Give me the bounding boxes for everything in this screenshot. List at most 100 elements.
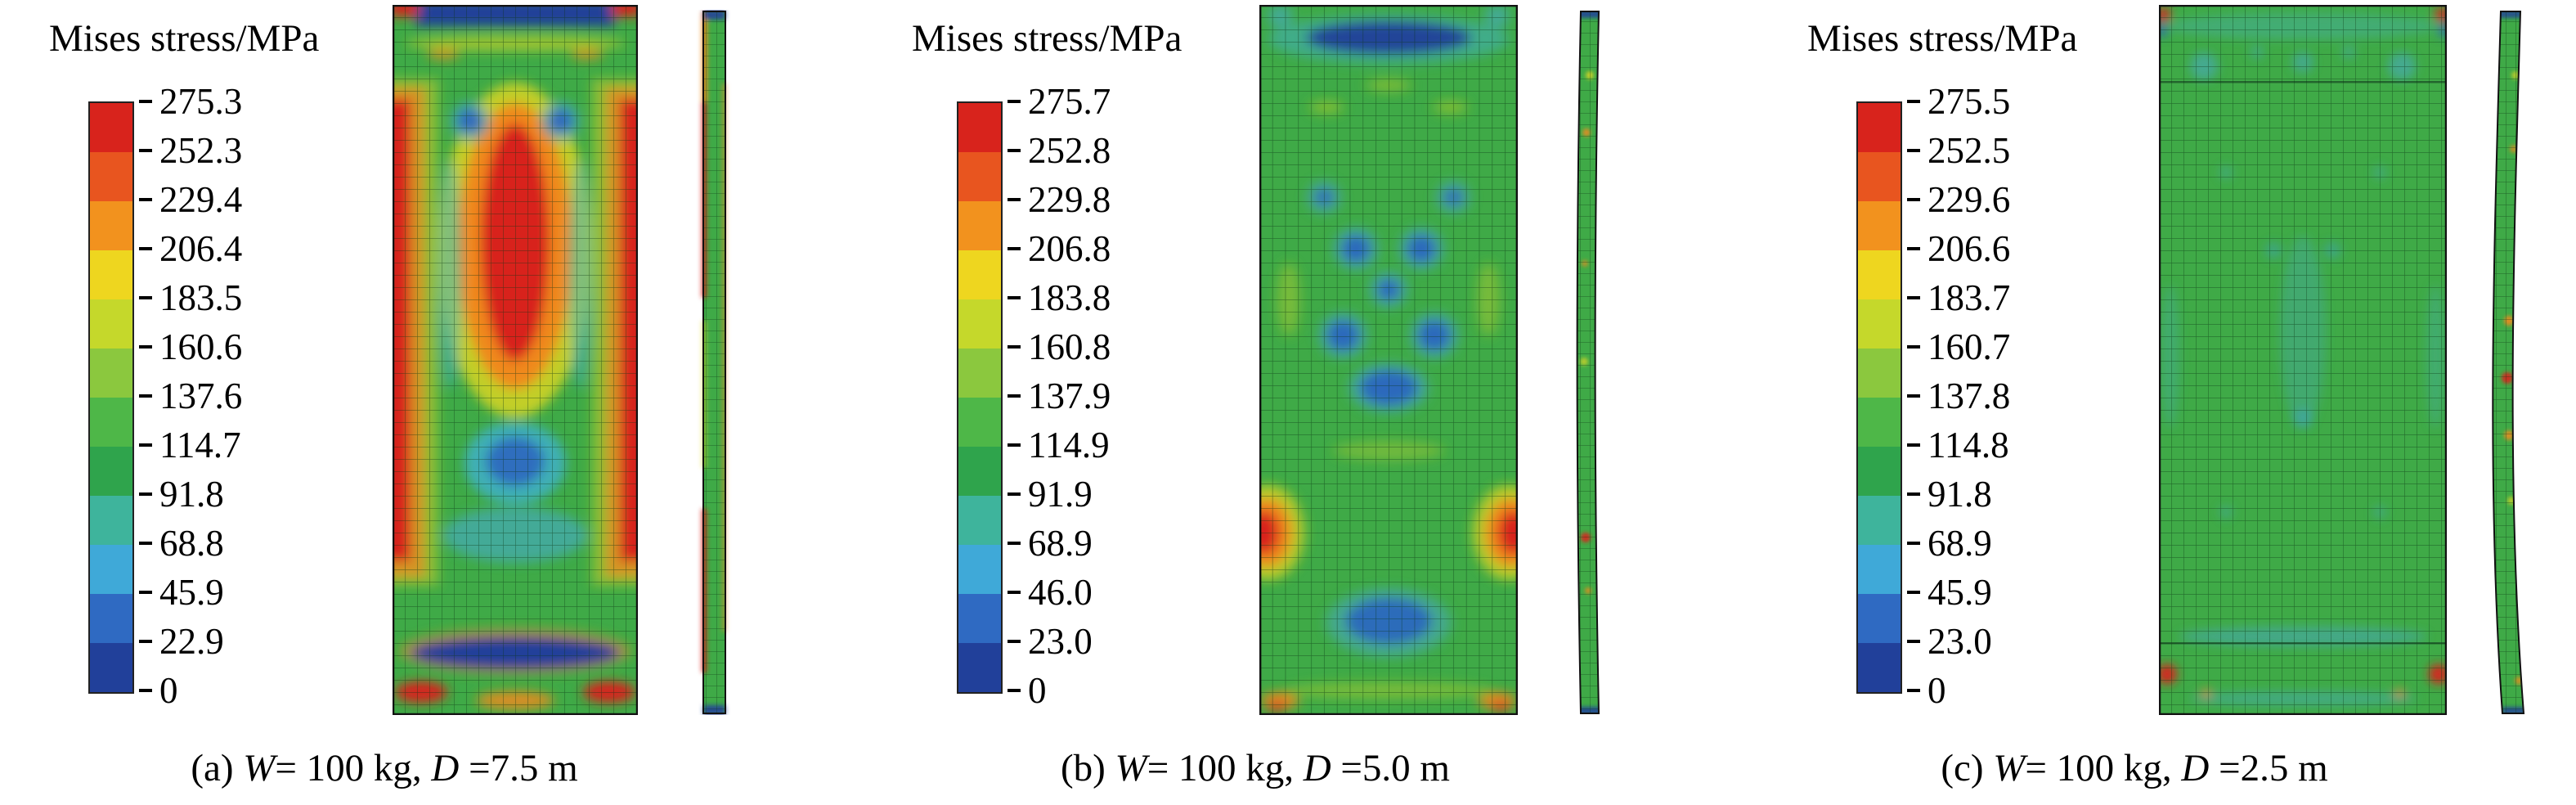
colorbar-ticks: 275.5 252.5 229.6 206.6 183.7 160.7 137.… [1907,77,2010,715]
caption-w-value: = 100 kg, [1147,747,1304,789]
tick-mark [139,198,152,201]
legend-tick: 23.0 [1008,617,1111,666]
tick-mark [1907,345,1920,349]
colorbar-ticks: 275.3 252.3 229.4 206.4 183.5 160.6 137.… [139,77,242,715]
panel-a: Mises stress/MPa 275.3 252.3 229.4 [49,0,908,805]
tick-label: 206.6 [1928,227,2011,269]
colorbar-band [1858,496,1901,545]
tick-label: 22.9 [159,620,224,662]
colorbar-ticks: 275.7 252.8 229.8 206.8 183.8 160.8 137.… [1008,77,1111,715]
panel-caption: (c) W= 100 kg, D =2.5 m [1803,746,2466,790]
colorbar-band [1858,250,1901,299]
caption-d-symbol: D [1303,747,1331,789]
tick-label: 45.9 [159,571,224,613]
colorbar [88,101,134,694]
tick-label: 91.8 [159,473,224,515]
tick-mark [1907,394,1920,398]
caption-w-value: = 100 kg, [2025,747,2182,789]
colorbar-band [1858,545,1901,594]
legend-tick: 160.8 [1008,322,1111,371]
colorbar-band [958,545,1001,594]
tick-mark [139,443,152,447]
legend-tick: 229.6 [1907,175,2010,224]
legend-tick: 252.3 [139,126,242,175]
tick-label: 68.9 [1028,522,1093,564]
tick-label: 206.8 [1028,227,1111,269]
tick-label: 206.4 [159,227,243,269]
legend-tick: 91.8 [139,470,242,519]
tick-label: 275.7 [1028,80,1111,122]
legend-tick: 229.8 [1008,175,1111,224]
colorbar [957,101,1003,694]
colorbar-band [958,201,1001,250]
tick-mark [1907,492,1920,496]
legend-tick: 275.7 [1008,77,1111,126]
legend-tick: 183.8 [1008,273,1111,322]
tick-label: 114.9 [1028,424,1110,465]
legend-tick: 114.8 [1907,420,2010,470]
tick-mark [1008,542,1021,545]
tick-label: 252.5 [1928,129,2011,171]
tick-mark [139,100,152,103]
colorbar-band [90,349,132,398]
legend-tick: 275.5 [1907,77,2010,126]
colorbar-band [90,299,132,349]
colorbar-band [958,152,1001,201]
legend-tick: 252.5 [1907,126,2010,175]
tick-label: 275.3 [159,80,243,122]
tick-label: 229.8 [1028,178,1111,220]
colorbar-band [1858,447,1901,496]
legend-tick: 45.9 [139,568,242,617]
colorbar-band [958,594,1001,643]
legend-tick: 22.9 [139,617,242,666]
contour-front-view [393,5,638,715]
legend-tick: 46.0 [1008,568,1111,617]
tick-mark [1008,591,1021,594]
tick-label: 229.4 [159,178,243,220]
tick-label: 0 [159,669,178,711]
colorbar-band [90,152,132,201]
tick-mark [1008,394,1021,398]
colorbar-band [90,643,132,692]
tick-label: 0 [1028,669,1047,711]
legend-tick: 114.9 [1008,420,1111,470]
tick-label: 0 [1928,669,1946,711]
caption-w-value: = 100 kg, [275,747,432,789]
colorbar-band [958,299,1001,349]
contour-side-view [2492,11,2525,714]
tick-mark [139,591,152,594]
tick-label: 160.8 [1028,326,1111,367]
colorbar-band [90,250,132,299]
colorbar-band [958,103,1001,152]
legend-tick: 160.7 [1907,322,2010,371]
tick-mark [1008,247,1021,250]
tick-label: 137.8 [1928,375,2011,416]
tick-label: 183.7 [1928,277,2011,318]
tick-mark [139,247,152,250]
tick-label: 46.0 [1028,571,1093,613]
tick-mark [1008,689,1021,692]
tick-mark [139,640,152,643]
legend-tick: 206.4 [139,224,242,273]
colorbar-band [90,496,132,545]
panel-c: Mises stress/MPa 275.5 252.5 229.6 [1803,0,2576,805]
colorbar-band [90,545,132,594]
legend-tick: 206.6 [1907,224,2010,273]
tick-mark [1907,640,1920,643]
legend-tick: 137.8 [1907,371,2010,420]
colorbar-band [958,496,1001,545]
tick-mark [1907,296,1920,299]
legend-tick: 114.7 [139,420,242,470]
legend-tick: 91.9 [1008,470,1111,519]
caption-w-symbol: W [1115,747,1147,789]
colorbar-band [958,398,1001,447]
legend-title: Mises stress/MPa [49,17,320,60]
tick-mark [139,492,152,496]
panel-caption: (a) W= 100 kg, D =7.5 m [49,746,720,790]
legend-tick: 23.0 [1907,617,2010,666]
caption-d-value: =2.5 m [2209,747,2328,789]
tick-mark [139,542,152,545]
contour-front-view [2159,5,2447,715]
tick-mark [1008,640,1021,643]
colorbar [1856,101,1902,694]
